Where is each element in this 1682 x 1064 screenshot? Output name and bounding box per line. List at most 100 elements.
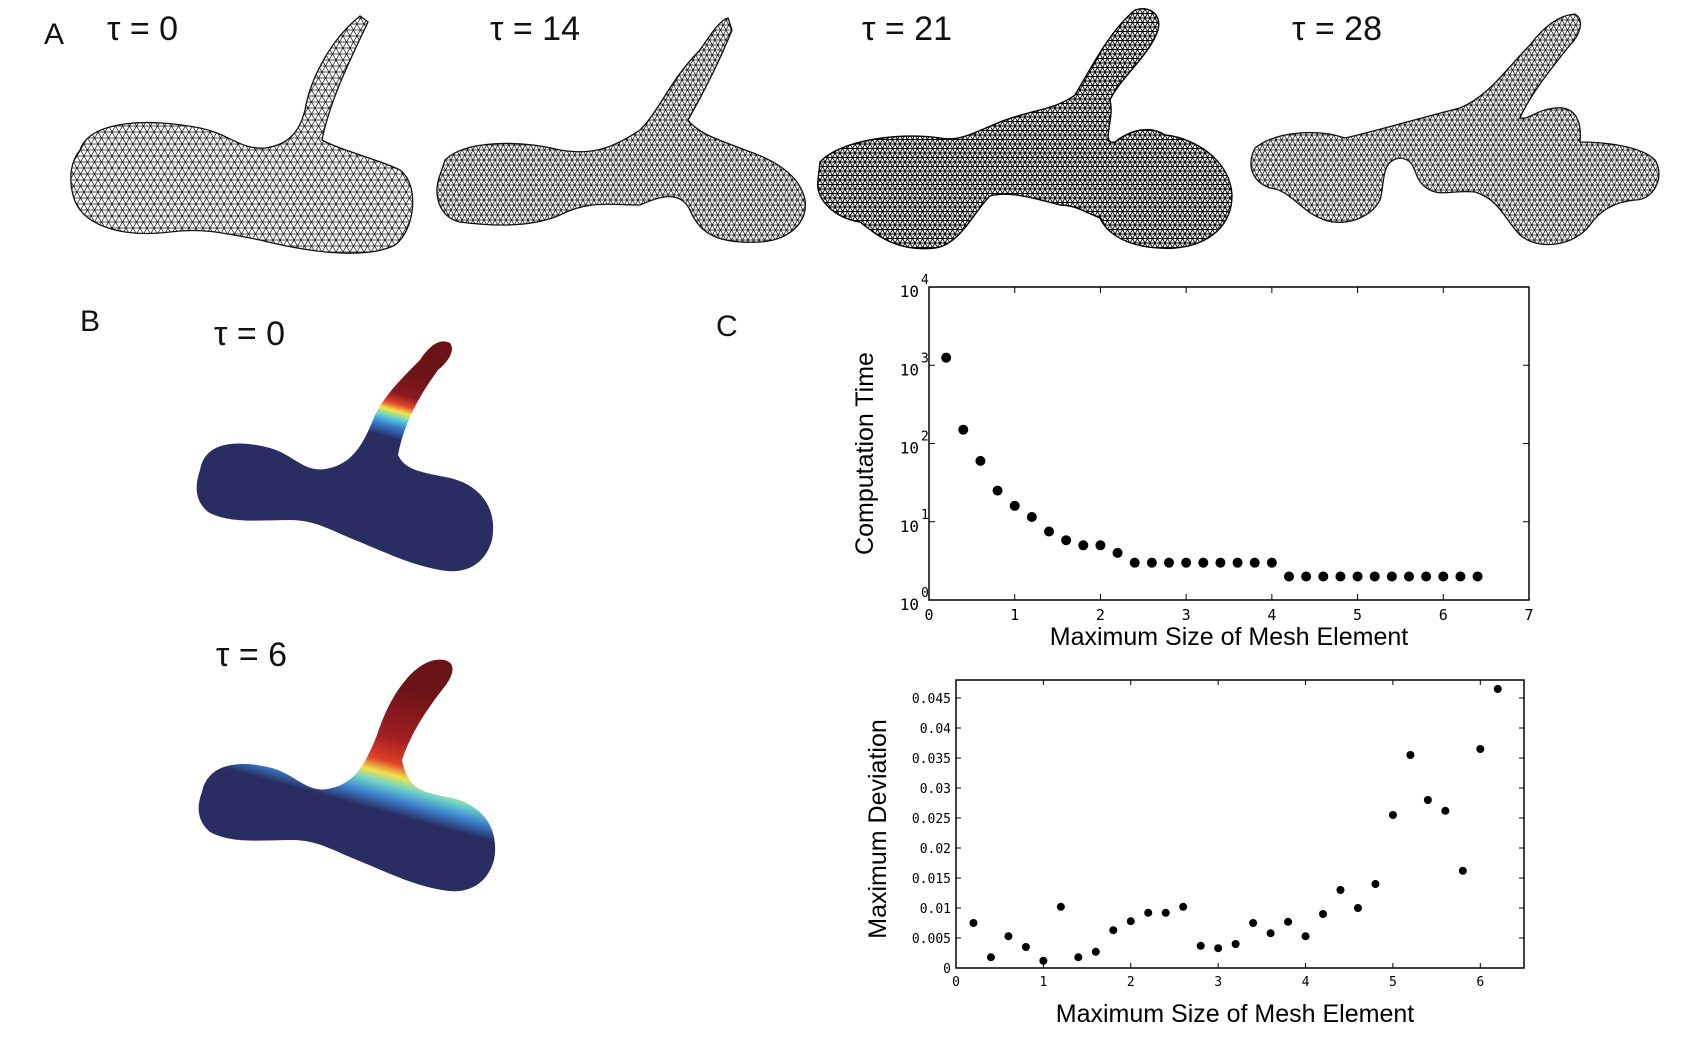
- chart1-point: [992, 485, 1003, 496]
- chart1-point: [1335, 571, 1346, 582]
- chart2-point: [1144, 908, 1153, 917]
- chart2-point: [1091, 947, 1100, 956]
- chart2-y-tick-label: 0.02: [920, 842, 951, 857]
- panel-a-tau-14: τ = 14: [490, 10, 580, 48]
- chart1-x-tick-label: 5: [1353, 606, 1362, 624]
- chart2-x-tick-label: 5: [1389, 975, 1397, 990]
- chart2-point: [1301, 932, 1310, 941]
- chart2-point: [1319, 910, 1328, 918]
- chart1-x-tick-label: 4: [1267, 606, 1276, 624]
- chart1-y-tick-label: 10: [900, 439, 919, 458]
- chart2-y-tick-label: 0.04: [920, 722, 951, 737]
- chart2-x-tick-label: 4: [1302, 975, 1310, 990]
- chart1-point: [1181, 557, 1192, 568]
- chart1-point: [1061, 535, 1072, 546]
- chart2-x-tick-label: 6: [1476, 975, 1484, 990]
- panel-label-a: A: [44, 18, 65, 51]
- chart1-frame: [928, 286, 1530, 601]
- chart2-point: [986, 953, 995, 962]
- panel-label-b: B: [80, 305, 101, 338]
- chart2-point: [1161, 908, 1170, 917]
- chart2-point: [1021, 943, 1030, 951]
- panel-a-tau-0: τ = 0: [107, 10, 179, 48]
- panel-b-tau-6: τ = 6: [216, 636, 288, 674]
- chart1-x-tick-label: 0: [924, 606, 933, 624]
- chart2-point: [969, 919, 978, 927]
- chart2-y-tick-label: 0.015: [912, 872, 951, 887]
- chart1-point: [1009, 500, 1020, 511]
- chart2-point: [1109, 926, 1118, 935]
- chart2-point: [1476, 745, 1485, 753]
- chart1-point: [1369, 571, 1380, 582]
- chart1-point: [1044, 526, 1054, 537]
- chart1-point: [1198, 557, 1209, 568]
- chart1-point: [1078, 540, 1089, 551]
- chart1-x-tick-label: 3: [1182, 606, 1191, 624]
- chart1-point: [1232, 557, 1243, 568]
- chart1-y-tick-label: 10: [900, 517, 919, 536]
- chart2-point: [1284, 917, 1293, 926]
- chart1-y-tick-exponent: 3: [921, 351, 929, 366]
- chart1-point: [1284, 571, 1294, 582]
- chart1-point: [1249, 557, 1260, 568]
- chart1-y-tick-exponent: 0: [921, 586, 929, 601]
- panel-a-mesh-tau-0: [70, 15, 414, 254]
- chart1-point: [1404, 571, 1414, 582]
- chart1-point: [975, 455, 986, 466]
- chart1-point: [1352, 571, 1363, 582]
- chart1-point: [1421, 571, 1432, 582]
- chart2-point: [1179, 902, 1188, 911]
- panel-b-heatmap-tau-6: [198, 659, 496, 892]
- chart2-y-tick-label: 0.005: [912, 932, 951, 947]
- chart1-point: [1164, 557, 1174, 568]
- panel-a-tau-21: τ = 21: [862, 10, 952, 48]
- chart1-point: [1215, 557, 1226, 568]
- chart1-point: [1386, 571, 1397, 582]
- chart1-y-tick-exponent: 2: [921, 430, 929, 445]
- chart1-point: [1129, 557, 1140, 568]
- chart2-x-tick-label: 1: [1039, 975, 1047, 990]
- chart2-point: [1266, 929, 1275, 938]
- chart2-point: [1249, 919, 1258, 927]
- chart1-point: [1026, 512, 1037, 523]
- chart2-point: [1371, 880, 1380, 888]
- chart2-point: [1336, 886, 1345, 894]
- chart2-point: [1004, 932, 1013, 941]
- chart2-point: [1406, 751, 1415, 759]
- chart2-point: [1423, 796, 1432, 804]
- chart1-y-tick-label: 10: [900, 282, 919, 301]
- chart1-y-tick-exponent: 1: [921, 508, 929, 523]
- chart1-point: [1095, 540, 1106, 551]
- chart2-x-tick-label: 2: [1127, 975, 1135, 990]
- chart2-point: [1353, 904, 1362, 912]
- chart1-point: [958, 424, 969, 435]
- chart2-point: [1196, 941, 1205, 950]
- chart1-point: [1301, 571, 1312, 582]
- chart2-point: [1126, 917, 1135, 926]
- panel-label-c: C: [716, 310, 738, 343]
- panel-a-mesh-tau-21: [817, 8, 1233, 250]
- chart2-y-tick-label: 0: [943, 962, 951, 977]
- chart2-xlabel: Maximum Size of Mesh Element: [1056, 1000, 1415, 1028]
- panel-b-tau-0: τ = 0: [214, 315, 286, 353]
- chart2-ylabel: Maximum Deviation: [864, 719, 892, 939]
- chart2-point: [1388, 811, 1397, 819]
- chart1-ylabel: Computation Time: [851, 352, 879, 555]
- chart2-y-tick-label: 0.035: [912, 752, 951, 767]
- maximum-deviation-chart: 0 1 2 3 4 5 6 0 0.005 0.01 0.015 0.02 0.025 0.03 0.035…: [864, 679, 1525, 1028]
- chart2-point: [1231, 940, 1240, 948]
- chart2-y-tick-label: 0.025: [912, 812, 951, 827]
- chart2-point: [1441, 806, 1450, 815]
- chart1-y-tick-label: 10: [900, 360, 919, 379]
- chart2-point: [1493, 685, 1502, 693]
- chart2-point: [1074, 953, 1083, 962]
- chart2-point: [1458, 866, 1467, 875]
- chart1-point: [1438, 571, 1449, 582]
- chart1-x-tick-label: 6: [1439, 606, 1448, 624]
- chart2-y-tick-label: 0.01: [920, 902, 951, 917]
- chart1-x-tick-label: 1: [1010, 606, 1019, 624]
- chart2-point: [1214, 944, 1223, 953]
- chart1-point: [1455, 571, 1466, 582]
